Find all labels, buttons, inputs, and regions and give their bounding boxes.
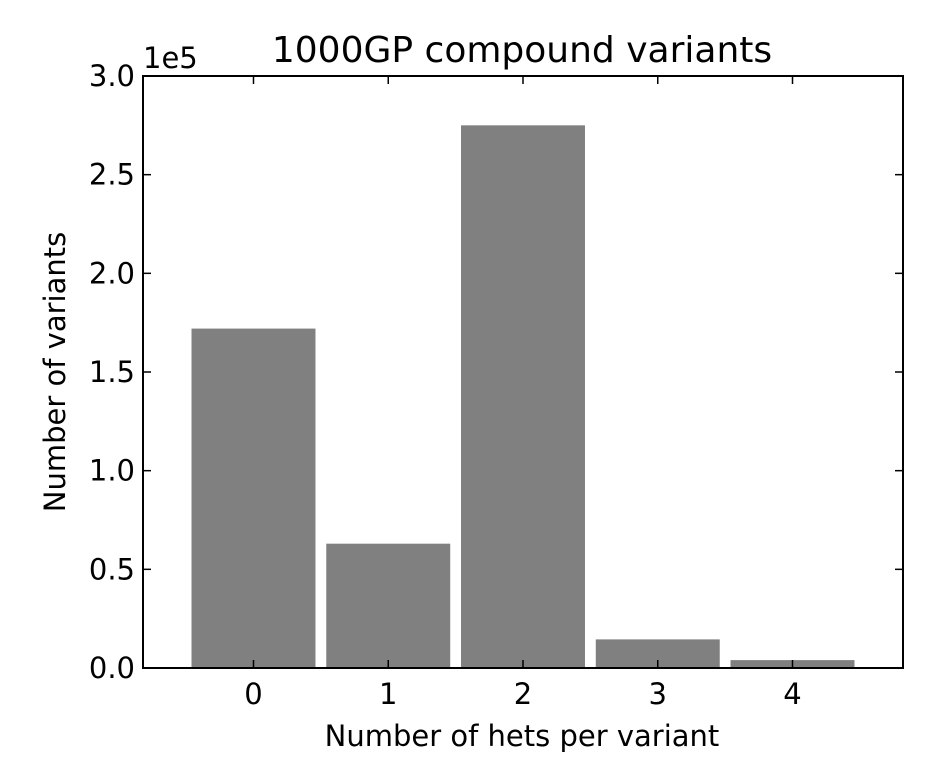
x-tick-label: 0 xyxy=(244,677,262,711)
plot-frame xyxy=(142,75,904,669)
bar-2 xyxy=(461,125,585,669)
y-tick-label: 1.5 xyxy=(89,355,135,389)
bars-group xyxy=(191,125,855,669)
bar-1 xyxy=(326,543,451,668)
y-tick-label: 0.0 xyxy=(89,651,135,685)
y-axis-offset-label: 1e5 xyxy=(143,41,198,75)
bar-0 xyxy=(191,328,316,668)
ticks-group: 0 1 2 3 4 0.0 0.5 1.0 1.5 2.0 2.5 3.0 xyxy=(89,59,903,711)
y-tick-label: 2.0 xyxy=(89,256,135,290)
y-tick-label: 1.0 xyxy=(89,454,135,488)
x-tick-label: 3 xyxy=(649,677,667,711)
y-tick-label: 2.5 xyxy=(89,158,135,192)
x-tick-label: 4 xyxy=(783,677,801,711)
y-tick-label: 0.5 xyxy=(89,552,135,586)
chart-title: 1000GP compound variants xyxy=(272,30,772,71)
x-tick-label: 1 xyxy=(379,677,397,711)
x-tick-label: 2 xyxy=(514,677,532,711)
x-axis-label: Number of hets per variant xyxy=(325,719,720,753)
y-axis-label: Number of variants xyxy=(38,232,72,512)
y-tick-label: 3.0 xyxy=(89,59,135,93)
